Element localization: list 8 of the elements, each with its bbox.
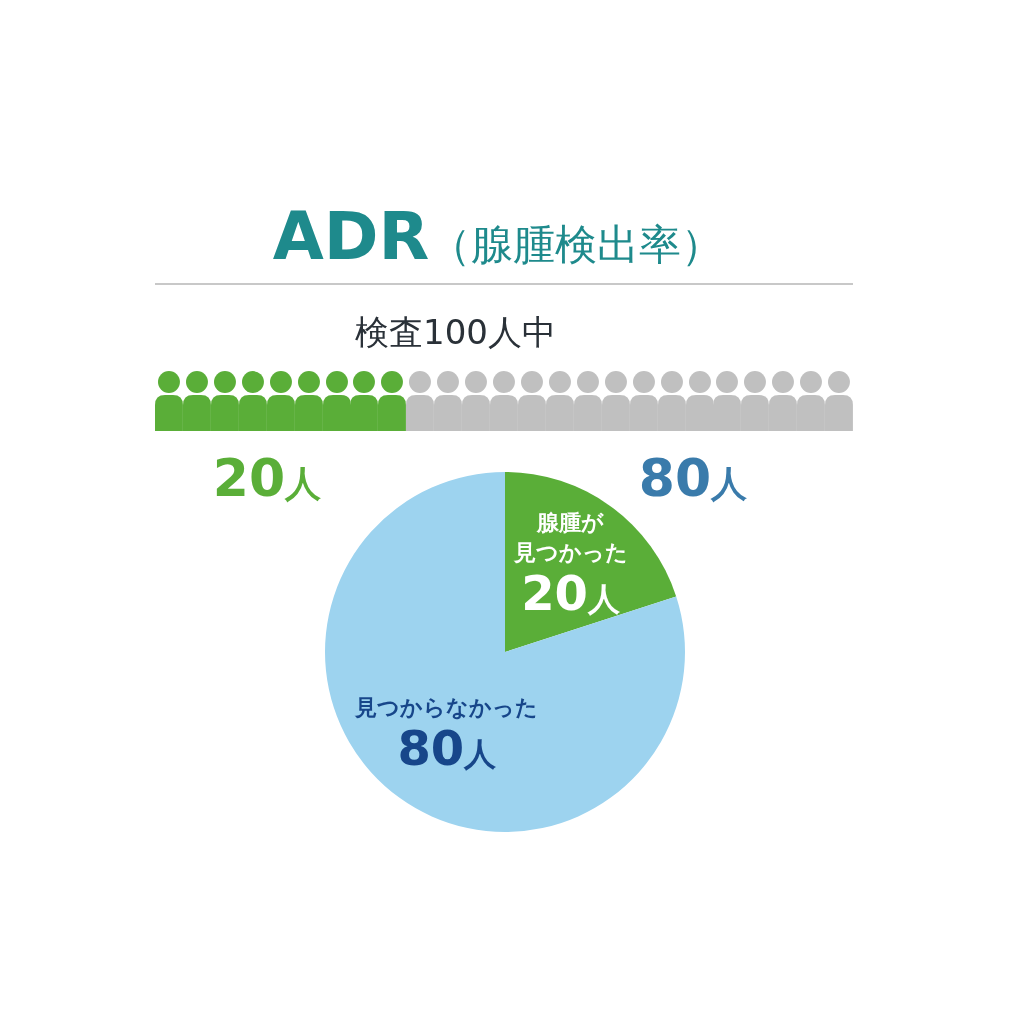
chart-subtitle: 検査100人中 xyxy=(355,311,556,354)
chart-title: ADR（腺腫検出率） xyxy=(272,198,724,275)
slice-label: 見つからなかった xyxy=(354,695,539,721)
text: 20人 xyxy=(212,448,322,508)
slice-label: 腺腫が見つかった xyxy=(512,509,628,565)
text: 80人 xyxy=(638,448,748,508)
data-label: 20人 xyxy=(521,564,621,621)
data-label: 80人 xyxy=(397,720,498,777)
